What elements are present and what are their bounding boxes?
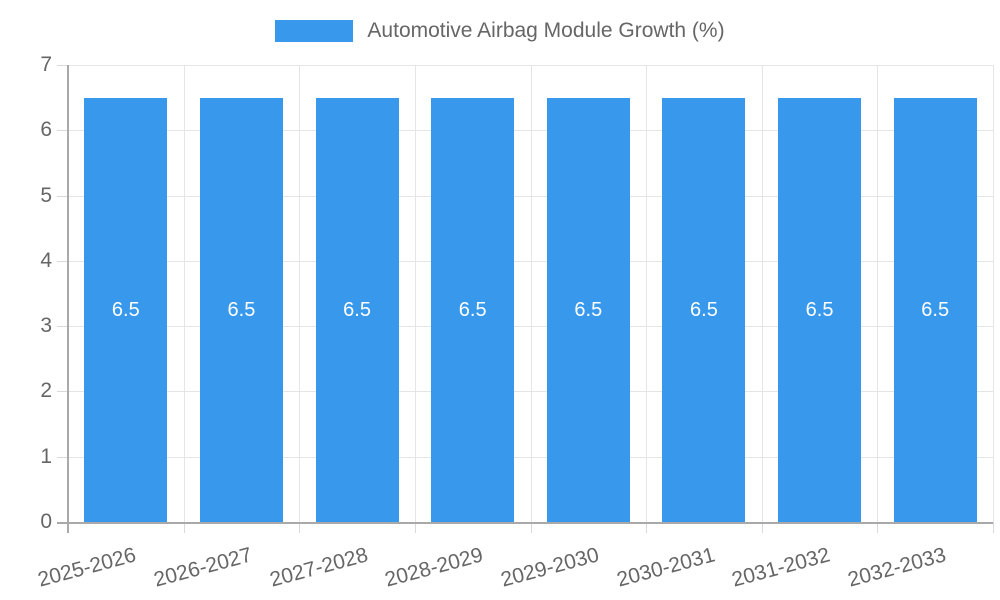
- x-tick: [993, 522, 994, 533]
- bar-value-label: 6.5: [458, 298, 487, 321]
- x-gridline: [646, 65, 648, 522]
- x-axis-label: 2027-2028: [267, 543, 371, 592]
- x-gridline: [530, 65, 532, 522]
- x-gridline: [761, 65, 763, 522]
- bar-value-label: 6.5: [111, 298, 140, 321]
- x-gridline: [877, 65, 879, 522]
- x-gridline: [414, 65, 416, 522]
- bar: [893, 97, 977, 522]
- y-tick-label: 5: [40, 183, 52, 207]
- y-tick: [57, 130, 68, 132]
- x-tick: [761, 522, 763, 533]
- y-tick-label: 0: [40, 510, 52, 534]
- y-tick: [57, 260, 68, 262]
- x-tick: [299, 522, 301, 533]
- bar: [199, 97, 283, 522]
- bar: [778, 97, 862, 522]
- x-tick: [414, 522, 416, 533]
- bar-value-label: 6.5: [343, 298, 371, 321]
- x-axis-label: 2030-2031: [613, 543, 717, 592]
- bar: [431, 97, 515, 522]
- y-tick-label: 2: [40, 379, 52, 403]
- x-tick: [183, 522, 185, 533]
- y-tick-label: 4: [40, 248, 52, 272]
- x-axis-label: 2031-2032: [729, 543, 833, 592]
- bar: [84, 97, 168, 522]
- y-tick: [57, 195, 68, 197]
- y-tick: [57, 456, 68, 458]
- bar-value-label: 6.5: [921, 298, 950, 321]
- x-axis-line: [57, 522, 993, 524]
- y-tick-label: 1: [40, 444, 52, 468]
- bar-value-label: 6.5: [574, 298, 603, 321]
- y-tick-label: 7: [40, 53, 52, 77]
- x-tick: [646, 522, 648, 533]
- bar-value-label: 6.5: [227, 298, 256, 321]
- x-axis-label: 2025-2026: [35, 543, 139, 592]
- x-gridline: [299, 65, 301, 522]
- bar-value-label: 6.5: [690, 298, 718, 321]
- y-tick: [57, 65, 68, 66]
- bar: [662, 97, 746, 522]
- x-axis-label: 2032-2033: [845, 543, 949, 592]
- bar: [315, 97, 399, 522]
- bar: [546, 97, 630, 522]
- legend[interactable]: Automotive Airbag Module Growth (%): [0, 18, 1000, 44]
- x-axis-label: 2029-2030: [498, 543, 602, 592]
- x-gridline: [993, 65, 994, 522]
- bar-value-label: 6.5: [805, 298, 834, 321]
- y-tick: [57, 391, 68, 393]
- legend-swatch[interactable]: [275, 20, 354, 42]
- y-tick: [57, 326, 68, 328]
- y-axis-line: [67, 65, 69, 533]
- x-gridline: [183, 65, 185, 522]
- x-axis-label: 2028-2029: [382, 543, 486, 592]
- x-axis-label: 2026-2027: [151, 543, 255, 592]
- y-tick-label: 3: [40, 314, 52, 338]
- x-tick: [877, 522, 879, 533]
- y-tick-label: 6: [40, 118, 52, 142]
- legend-label[interactable]: Automotive Airbag Module Growth (%): [367, 19, 725, 42]
- x-tick: [530, 522, 532, 533]
